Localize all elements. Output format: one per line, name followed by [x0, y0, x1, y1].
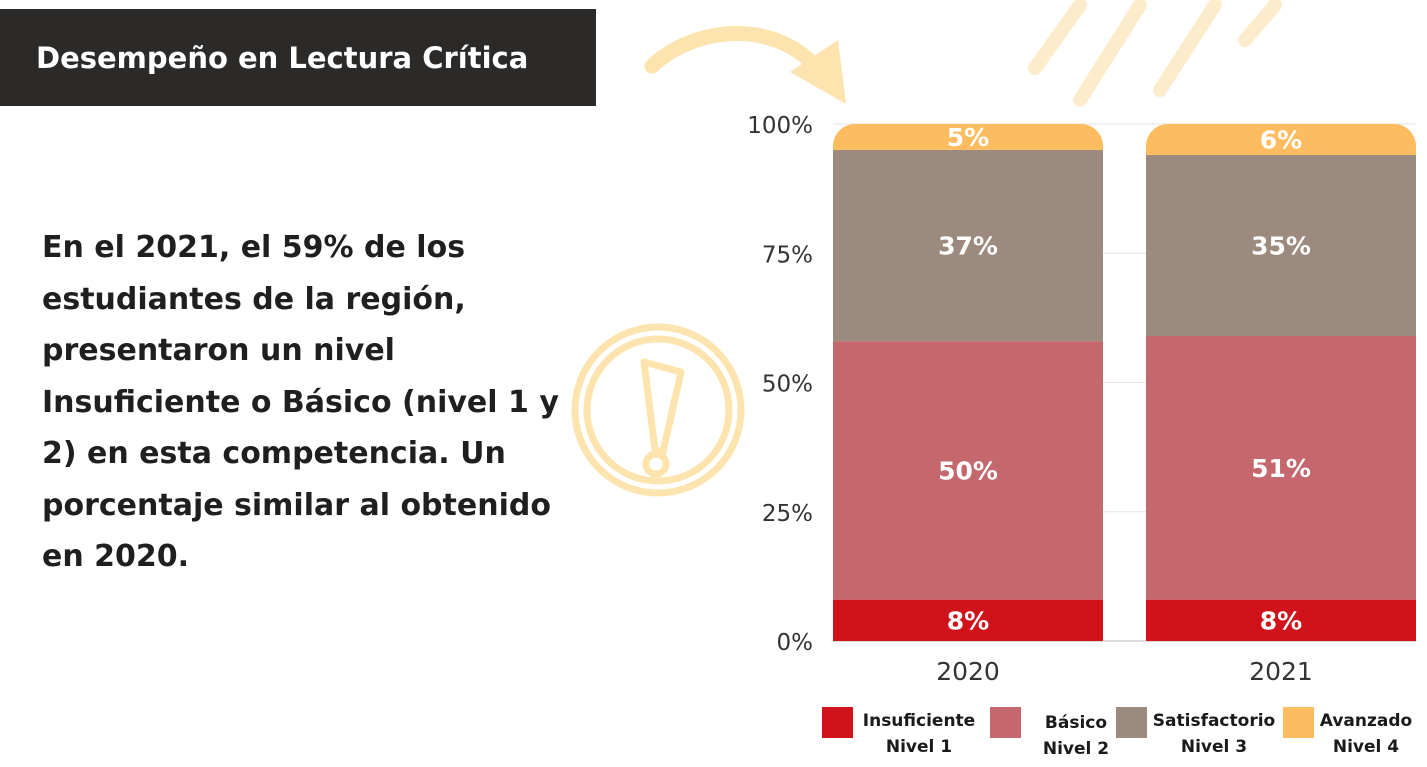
bar-segment — [1146, 599, 1416, 641]
y-tick-label: 25% — [762, 501, 813, 527]
y-tick-label: 75% — [762, 242, 813, 268]
bar-segment — [1146, 335, 1416, 600]
data-label: 8% — [947, 606, 989, 635]
y-tick-label: 50% — [762, 372, 813, 398]
exclamation-circle-icon — [571, 323, 745, 497]
x-tick-label: 2020 — [936, 657, 1000, 686]
data-label: 8% — [1260, 606, 1302, 635]
data-label: 37% — [938, 231, 998, 260]
x-tick-label: 2021 — [1249, 657, 1313, 686]
bar-segment — [833, 599, 1103, 641]
bar-segment — [833, 124, 1103, 150]
y-tick-label: 0% — [777, 630, 814, 656]
bar-segment — [1146, 155, 1416, 336]
bar-segment — [1146, 124, 1416, 156]
y-tick-label: 100% — [747, 113, 813, 139]
bar-stack-2021 — [1146, 124, 1416, 641]
summary-text: En el 2021, el 59% de los estudiantes de… — [42, 230, 559, 574]
bar-segment — [833, 149, 1103, 342]
bar-segment — [833, 341, 1103, 600]
bar-stack-2020 — [833, 124, 1103, 641]
data-label: 6% — [1260, 126, 1302, 155]
data-label: 5% — [947, 123, 989, 152]
hatch-strokes-icon — [1028, 0, 1282, 107]
title-banner: Desempeño en Lectura Crítica — [0, 9, 596, 106]
curved-arrow-icon — [644, 26, 846, 104]
data-label: 50% — [938, 456, 998, 485]
data-label: 51% — [1251, 454, 1311, 483]
page-title: Desempeño en Lectura Crítica — [36, 40, 529, 75]
data-label: 35% — [1251, 231, 1311, 260]
